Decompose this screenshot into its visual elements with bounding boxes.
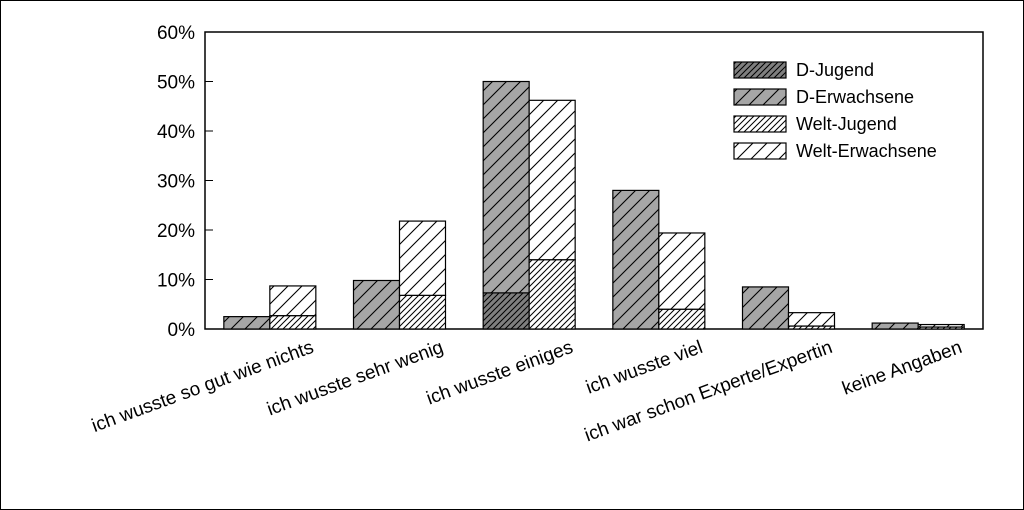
bar-hatch-welt-erwachsene-4	[658, 232, 706, 310]
bar-hatch-welt-jugend-4	[658, 308, 706, 330]
legend-label-d-jugend: D-Jugend	[796, 60, 874, 80]
x-tick-label: keine Angaben	[840, 337, 965, 400]
bar-hatch-welt-erwachsene-3	[528, 99, 576, 261]
legend-swatch-hatch-welt-jugend	[733, 115, 787, 133]
x-tick-label: ich wusste einiges	[424, 337, 576, 409]
y-tick-label: 50%	[157, 73, 195, 94]
bar-hatch-d-jugend-3	[482, 292, 530, 330]
y-tick-label: 30%	[157, 172, 195, 193]
x-tick-label: ich wusste so gut wie nichts	[89, 337, 316, 437]
x-tick-label: ich war schon Experte/Expertin	[582, 337, 835, 446]
legend-swatch-hatch-d-erwachsene	[733, 88, 787, 106]
bar-hatch-d-erwachsene-3	[482, 80, 530, 294]
y-tick-label: 10%	[157, 271, 195, 292]
bar-hatch-welt-jugend-1	[269, 315, 317, 330]
y-tick-label: 60%	[157, 23, 195, 44]
legend: D-Jugend D-Erwachsene Welt-Jugend Welt-Erwa…	[733, 60, 937, 161]
y-tick-label: 20%	[157, 221, 195, 242]
legend-label-d-erwachsene: D-Erwachsene	[796, 87, 914, 107]
bar-hatch-welt-jugend-2	[398, 294, 447, 330]
bar-hatch-welt-erwachsene-6	[917, 323, 965, 328]
y-axis: 0% 10% 20% 30% 40% 50% 60%	[157, 23, 213, 341]
legend-label-welt-jugend: Welt-Jugend	[796, 114, 897, 134]
bar-hatch-d-erwachsene-6	[871, 322, 919, 330]
legend-swatch-hatch-welt-erwachsene	[733, 142, 787, 160]
y-tick-label: 0%	[168, 320, 196, 341]
bar-hatch-welt-erwachsene-2	[398, 220, 447, 296]
bar-hatch-d-erwachsene-2	[352, 279, 401, 330]
bar-hatch-welt-jugend-3	[528, 259, 576, 330]
bar-hatch-welt-erwachsene-5	[787, 312, 836, 327]
y-tick-label: 40%	[157, 122, 195, 143]
bar-hatch-d-erwachsene-1	[223, 316, 271, 330]
bar-hatch-d-erwachsene-5	[741, 286, 790, 330]
legend-label-welt-erwachsene: Welt-Erwachsene	[796, 141, 937, 161]
bar-hatch-d-erwachsene-4	[612, 189, 660, 330]
bars-layer	[223, 80, 965, 330]
bar-hatch-welt-erwachsene-1	[269, 285, 317, 317]
legend-swatch-hatch-d-jugend	[733, 61, 787, 79]
